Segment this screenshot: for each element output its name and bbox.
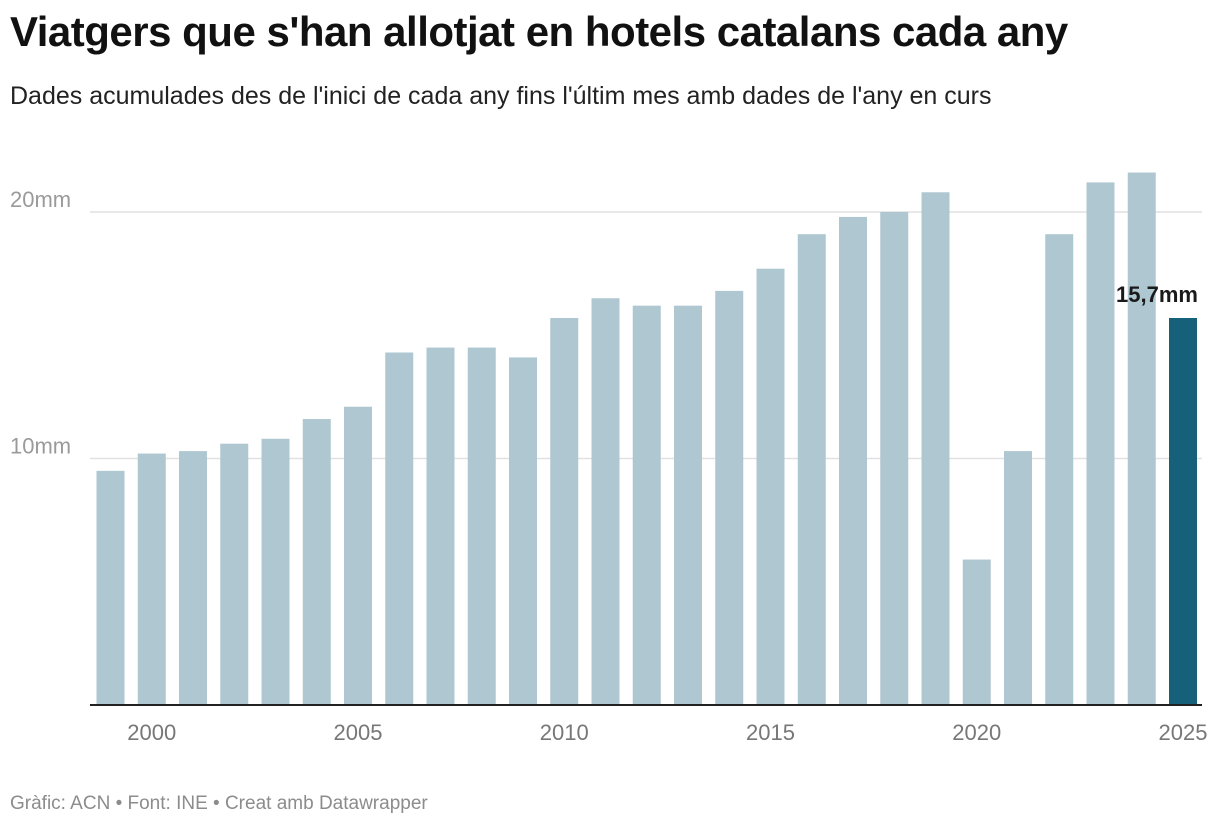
bar-2005 (344, 406, 372, 705)
chart-footer: Gràfic: ACN • Font: INE • Creat amb Data… (10, 793, 428, 814)
bar-2007 (426, 347, 455, 705)
x-tick-label: 2015 (746, 720, 795, 745)
bar-2016 (797, 234, 826, 705)
bar-2011 (591, 298, 620, 705)
bar-2006 (385, 352, 414, 705)
bar-2001 (179, 451, 207, 705)
bar-2013 (674, 305, 702, 705)
x-tick-labels: 2000 2005 2010 2015 2020 2025 (127, 720, 1207, 745)
chart-subtitle: Dades acumulades des de l'inici de cada … (10, 82, 992, 110)
x-tick-label: 2020 (952, 720, 1001, 745)
data-label-highlight: 15,7mm (1116, 282, 1198, 307)
bar-2022 (1045, 234, 1074, 705)
bars (96, 172, 1197, 706)
x-tick-label: 2010 (540, 720, 589, 745)
bar-1999 (96, 470, 125, 705)
bar-2025 (1169, 318, 1197, 705)
bar-2008 (467, 347, 496, 705)
bar-2024 (1127, 172, 1156, 705)
bar-2009 (509, 357, 537, 705)
bar-2017 (839, 216, 867, 705)
y-tick-label: 20mm (10, 187, 71, 212)
bar-2020 (962, 559, 991, 705)
bar-2004 (302, 419, 331, 705)
bar-2010 (550, 318, 579, 705)
x-tick-label: 2025 (1159, 720, 1208, 745)
chart-title: Viatgers que s'han allotjat en hotels ca… (10, 8, 1068, 55)
y-tick-label: 10mm (10, 434, 71, 459)
data-labels: 15,7mm (1116, 282, 1198, 307)
bar-2014 (715, 290, 744, 705)
bar-2000 (137, 453, 166, 705)
bar-2002 (220, 443, 249, 705)
bar-2023 (1086, 182, 1115, 706)
bar-2003 (261, 438, 290, 705)
bar-2015 (756, 268, 785, 705)
bar-2019 (921, 192, 950, 705)
bar-2021 (1004, 451, 1032, 705)
y-tick-labels: 10mm 20mm (10, 187, 71, 459)
x-tick-label: 2005 (334, 720, 383, 745)
bar-2018 (880, 212, 909, 705)
bar-2012 (632, 305, 661, 705)
x-tick-label: 2000 (127, 720, 176, 745)
